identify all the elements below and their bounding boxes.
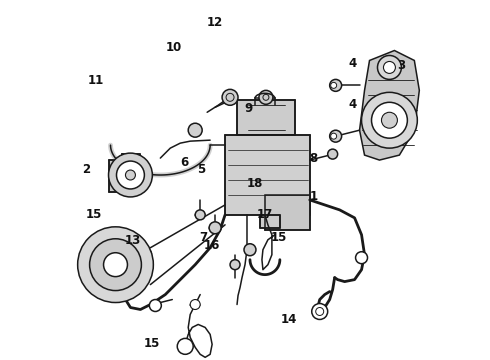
Circle shape (125, 170, 135, 180)
Text: 3: 3 (397, 59, 405, 72)
Circle shape (371, 102, 407, 138)
Circle shape (103, 253, 127, 276)
Text: 18: 18 (246, 177, 263, 190)
Text: 14: 14 (281, 313, 297, 327)
Text: 15: 15 (144, 337, 160, 350)
Circle shape (90, 239, 142, 291)
Circle shape (226, 93, 234, 101)
Polygon shape (265, 195, 310, 230)
Circle shape (312, 303, 328, 319)
Circle shape (230, 260, 240, 270)
Circle shape (190, 300, 200, 310)
Circle shape (330, 80, 342, 91)
Polygon shape (260, 215, 280, 228)
Circle shape (316, 307, 324, 315)
Polygon shape (108, 160, 119, 192)
Circle shape (330, 130, 342, 142)
Text: 11: 11 (88, 74, 104, 87)
Text: 17: 17 (256, 208, 272, 221)
Text: 6: 6 (180, 156, 188, 168)
Circle shape (195, 210, 205, 220)
Text: 15: 15 (271, 231, 287, 244)
Circle shape (331, 133, 337, 139)
Text: 15: 15 (85, 208, 102, 221)
Text: 8: 8 (309, 152, 318, 165)
Text: 13: 13 (124, 234, 141, 247)
Text: 2: 2 (82, 163, 91, 176)
Circle shape (209, 222, 221, 234)
Circle shape (259, 90, 273, 104)
Circle shape (356, 252, 368, 264)
Text: 16: 16 (204, 239, 220, 252)
Text: 9: 9 (245, 102, 253, 115)
Circle shape (222, 89, 238, 105)
Text: 5: 5 (197, 163, 205, 176)
Circle shape (377, 55, 401, 80)
Circle shape (263, 94, 269, 100)
Text: 7: 7 (199, 231, 208, 244)
Circle shape (149, 300, 161, 311)
Circle shape (384, 62, 395, 73)
Text: 1: 1 (309, 190, 318, 203)
Text: 4: 4 (348, 57, 357, 70)
Text: 4: 4 (348, 98, 357, 111)
Circle shape (362, 92, 417, 148)
Circle shape (328, 149, 338, 159)
Polygon shape (122, 154, 141, 162)
Polygon shape (237, 100, 295, 135)
Circle shape (117, 161, 145, 189)
Circle shape (108, 153, 152, 197)
Circle shape (77, 227, 153, 302)
Polygon shape (225, 135, 310, 215)
Circle shape (188, 123, 202, 137)
Circle shape (244, 244, 256, 256)
Circle shape (331, 82, 337, 88)
Circle shape (382, 112, 397, 128)
Text: 12: 12 (207, 16, 223, 29)
Text: 10: 10 (166, 41, 182, 54)
Polygon shape (360, 50, 419, 160)
Circle shape (177, 338, 193, 354)
